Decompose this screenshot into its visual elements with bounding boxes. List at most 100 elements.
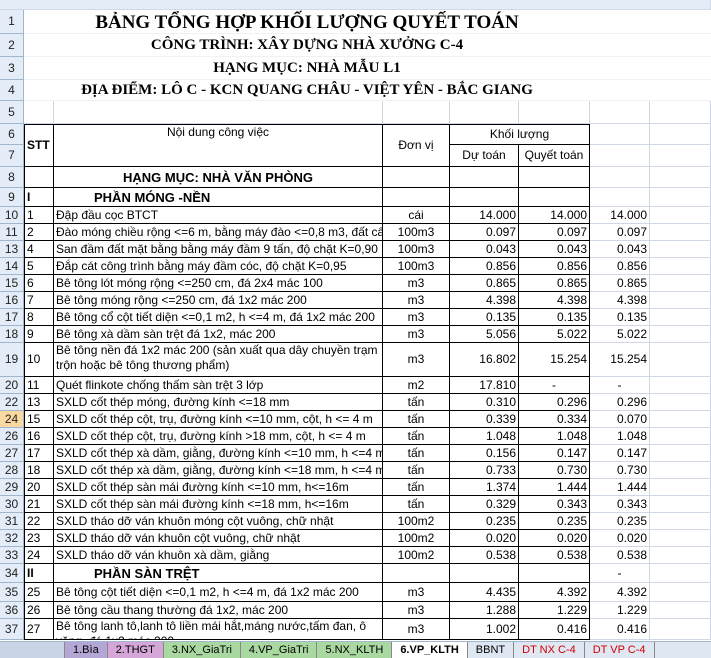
row-header: 33 <box>0 547 24 564</box>
cell: 0.416 <box>519 619 590 640</box>
cell: 1.444 <box>590 479 650 496</box>
row-header: 15 <box>0 275 24 292</box>
cell <box>24 80 54 101</box>
cell <box>650 530 711 547</box>
cell: 0.296 <box>590 394 650 411</box>
cell: 0.416 <box>590 619 650 640</box>
cell: m3 <box>383 602 450 619</box>
cell: Bê tông xà dầm sàn trệt đá 1x2, mác 200 <box>54 326 383 343</box>
cell: 5 <box>24 258 54 275</box>
row-header: 2 <box>0 34 24 57</box>
sheet-tab[interactable]: 6.VP_KLTH <box>392 642 468 658</box>
cell: SXLD cốt thép cột, trụ, đường kính <=10 … <box>54 411 383 428</box>
row-header: 24 <box>0 411 24 428</box>
cell: 0.730 <box>519 462 590 479</box>
cell: m3 <box>383 583 450 602</box>
cell: 1.048 <box>519 428 590 445</box>
cell: m3 <box>383 343 450 377</box>
row-header: 1 <box>0 10 24 34</box>
cell: Quyết toán <box>519 145 590 167</box>
cell <box>650 207 711 224</box>
cell: 1.229 <box>590 602 650 619</box>
cell <box>650 619 711 640</box>
cell: SXLD cốt thép xà dầm, giằng, đường kính … <box>54 462 383 479</box>
row-header: 26 <box>0 428 24 445</box>
row-header: 34 <box>0 564 24 583</box>
sheet-title: ĐỊA ĐIỂM: LÔ C - KCN QUANG CHÂU - VIỆT Y… <box>81 82 533 98</box>
cell <box>590 57 650 80</box>
cell <box>650 145 711 167</box>
cell <box>650 167 711 188</box>
cell: 5.022 <box>590 326 650 343</box>
cell: Quét flinkote chống thấm sàn trệt 3 lớp <box>54 377 383 394</box>
cell: - <box>590 564 650 583</box>
row-header: 17 <box>0 309 24 326</box>
row-header: 27 <box>0 445 24 462</box>
cell <box>383 188 450 207</box>
cell: II <box>24 564 54 583</box>
cell: tấn <box>383 479 450 496</box>
row-header: 6 <box>0 124 24 145</box>
cell: HẠNG MỤC: NHÀ VĂN PHÒNG <box>54 167 383 188</box>
cell: 14.000 <box>590 207 650 224</box>
tab-scroll-buttons[interactable] <box>0 642 65 658</box>
cell: tấn <box>383 428 450 445</box>
cell: Đơn vị <box>383 124 450 167</box>
cell: 13 <box>24 394 54 411</box>
cell <box>450 167 519 188</box>
cell <box>650 513 711 530</box>
cell: 6 <box>24 275 54 292</box>
cell: 23 <box>24 530 54 547</box>
cell <box>650 80 711 101</box>
cell <box>383 167 450 188</box>
cell <box>519 101 590 124</box>
cell: 17 <box>24 445 54 462</box>
sheet-tab[interactable]: 1.Bìa <box>65 642 108 658</box>
cell: 26 <box>24 602 54 619</box>
cell: 0.235 <box>519 513 590 530</box>
row-header: 36 <box>0 602 24 619</box>
cell: 14.000 <box>450 207 519 224</box>
cell: 25 <box>24 583 54 602</box>
cell: 9 <box>24 326 54 343</box>
cell <box>590 10 650 34</box>
cell: 0.538 <box>450 547 519 564</box>
row-header: 11 <box>0 224 24 241</box>
sheet-tab[interactable]: BBNT <box>467 642 515 658</box>
sheet-tab[interactable]: DT NX C-4 <box>514 642 585 658</box>
sheet-title: BẢNG TỔNG HỢP KHỐI LƯỢNG QUYẾT TOÁN <box>95 11 519 33</box>
row-header: 35 <box>0 583 24 602</box>
cell: STT <box>24 124 54 167</box>
cell <box>24 57 54 80</box>
cell: 16 <box>24 428 54 445</box>
cell: Bê tông nền đá 1x2 mác 200 (sản xuất qua… <box>54 343 383 377</box>
cell: 0.329 <box>450 496 519 513</box>
sheet-tab[interactable]: 2.THGT <box>107 642 164 658</box>
sheet-tab[interactable]: 4.VP_GiaTri <box>240 642 318 658</box>
cell <box>650 124 711 145</box>
cell <box>24 10 54 34</box>
cell <box>590 188 650 207</box>
cell: SXLD cốt thép sàn mái đường kính <=10 mm… <box>54 479 383 496</box>
cell: 0.043 <box>450 241 519 258</box>
cell: 0.334 <box>519 411 590 428</box>
cell <box>54 34 383 57</box>
cell <box>383 34 450 57</box>
cell: San đầm đất mặt bằng bằng máy đầm 9 tấn,… <box>54 241 383 258</box>
cell: Dự toán <box>450 145 519 167</box>
row-header: 18 <box>0 326 24 343</box>
cell: 0.343 <box>590 496 650 513</box>
row-header: 30 <box>0 496 24 513</box>
cell: SXLD tháo dỡ ván khuôn móng cột vuông, c… <box>54 513 383 530</box>
cell <box>450 57 519 80</box>
cell: 16.802 <box>450 343 519 377</box>
sheet-tab[interactable]: 5.NX_KLTH <box>317 642 393 658</box>
sheet-tab[interactable]: 3.NX_GiaTri <box>163 642 241 658</box>
row-header: 28 <box>0 462 24 479</box>
cell: 0.020 <box>519 530 590 547</box>
cell <box>24 34 54 57</box>
cell: 2 <box>24 224 54 241</box>
cell: Đào móng chiều rộng <=6 m, bằng máy đào … <box>54 224 383 241</box>
sheet-tab[interactable]: DT VP C-4 <box>584 642 655 658</box>
